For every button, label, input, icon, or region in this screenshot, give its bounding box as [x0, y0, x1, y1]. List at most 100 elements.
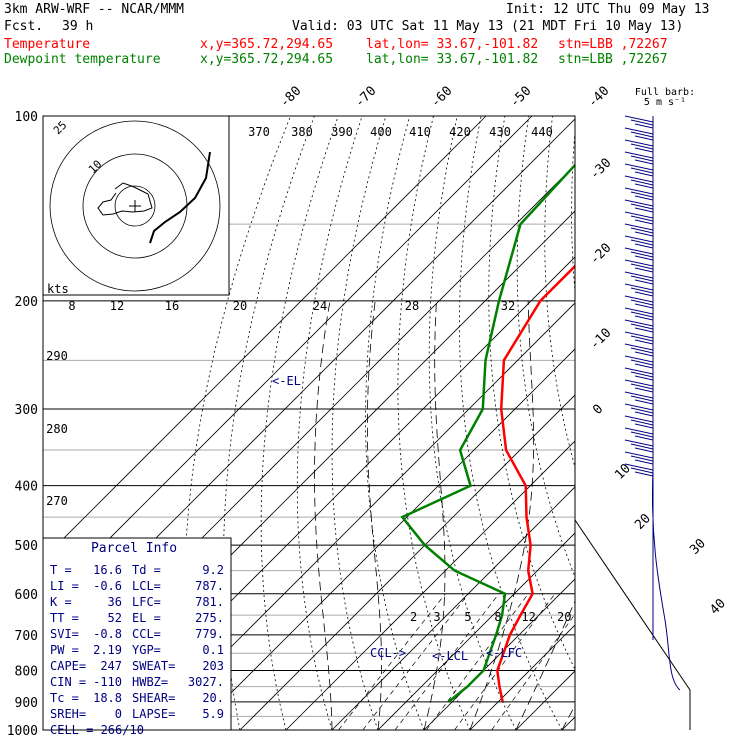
parcel-key: K = [50, 595, 72, 609]
parcel-value: 9.2 [202, 563, 224, 577]
wind-barb [624, 355, 654, 369]
parcel-cell: CELL = 266/10 [50, 723, 144, 737]
moist-adiabat [469, 300, 534, 730]
dry-adiabat [695, 116, 740, 730]
dewpoint-profile [400, 163, 575, 703]
parcel-key: CCL= [132, 627, 161, 641]
parcel-value: 247 [100, 659, 122, 673]
theta-label: 400 [370, 125, 392, 139]
parcel-key: T = [50, 563, 72, 577]
wind-barb [624, 271, 654, 285]
temperature-station: stn=LBB ,72267 [558, 37, 668, 52]
theta-left-label: 280 [46, 422, 68, 436]
parcel-key: CAPE= [50, 659, 86, 673]
isotherm-label: -20 [587, 241, 614, 268]
parcel-value: 203 [202, 659, 224, 673]
dry-adiabat [459, 116, 563, 730]
parcel-value: 2.19 [93, 643, 122, 657]
pressure-tick-label: 300 [15, 403, 38, 418]
wind-barb-lower [651, 469, 681, 691]
theta-label: 380 [291, 125, 313, 139]
wind-barb [624, 235, 654, 249]
pressure-tick-label: 600 [15, 588, 38, 603]
theta-left-label: 290 [46, 349, 68, 363]
pressure-tick-label: 400 [15, 480, 38, 495]
wind-barb [624, 199, 654, 213]
ccl-annotation: CCL-> [370, 646, 406, 660]
parcel-value: 0.1 [202, 643, 224, 657]
hodograph-trace-low [97, 182, 153, 216]
mixing-ratio-label: 5 [464, 610, 471, 624]
theta-label: 440 [531, 125, 553, 139]
speed-label: 8 [68, 299, 75, 313]
isotherm-label: -60 [428, 84, 455, 111]
valid-time: Valid: 03 UTC Sat 11 May 13 (21 MDT Fri … [292, 19, 684, 34]
parcel-key: TT = [50, 611, 79, 625]
parcel-key: CIN = [50, 675, 86, 689]
isotherm-line [193, 348, 575, 730]
mixing-ratio-label: 8 [494, 610, 501, 624]
parcel-value: 781. [195, 595, 224, 609]
hodograph-ring [114, 185, 156, 227]
isotherm-label: 0 [590, 402, 606, 418]
lfc-annotation: <-LFC [486, 646, 522, 660]
speed-label: 24 [313, 299, 327, 313]
mixing-ratio-line [491, 613, 575, 730]
dry-adiabat [397, 116, 471, 730]
isotherm-label: -40 [585, 84, 612, 111]
parcel-value: 787. [195, 579, 224, 593]
speed-label: 20 [233, 299, 247, 313]
parcel-value: 5.9 [202, 707, 224, 721]
wind-barb [624, 307, 654, 321]
theta-label: 420 [449, 125, 471, 139]
theta-left-label: 270 [46, 494, 68, 508]
wind-barb [624, 115, 654, 129]
parcel-value: -0.8 [93, 627, 122, 641]
isotherm-label: 30 [687, 536, 709, 558]
parcel-key: SVI= [50, 627, 79, 641]
forecast-label: Fcst. [4, 19, 44, 34]
isotherm-line [608, 116, 740, 730]
parcel-value: 20. [202, 691, 224, 705]
wind-barb [624, 391, 654, 405]
isotherm-label: -50 [507, 84, 534, 111]
speed-label: 16 [165, 299, 179, 313]
parcel-key: EL = [132, 611, 161, 625]
wind-barb [624, 415, 654, 429]
temperature-latlon: lat,lon= 33.67,-101.82 [366, 37, 539, 52]
pressure-tick-label: 500 [15, 539, 38, 554]
parcel-key: LAPSE= [132, 707, 175, 721]
parcel-value: 16.6 [93, 563, 122, 577]
parcel-key: Tc = [50, 691, 79, 705]
wind-barb [624, 295, 654, 309]
parcel-value: 36 [108, 595, 122, 609]
speed-label: 32 [501, 299, 515, 313]
wind-barb [624, 451, 654, 465]
wind-barb [624, 463, 654, 477]
parcel-key: SHEAR= [132, 691, 175, 705]
wind-barb [624, 139, 654, 153]
hodograph-unit-label: kts [47, 282, 69, 296]
dewpoint-xy: x,y=365.72,294.65 [200, 52, 334, 67]
wind-barb [624, 331, 654, 345]
parcel-key: SWEAT= [132, 659, 175, 673]
speed-label: 12 [110, 299, 124, 313]
parcel-key: LCL= [132, 579, 161, 593]
dry-adiabat [516, 116, 575, 578]
theta-label: 390 [331, 125, 353, 139]
mixing-ratio-label: 3 [433, 610, 440, 624]
isotherm-label: 20 [632, 511, 654, 533]
mixing-ratio-label: 2 [410, 610, 417, 624]
wind-barb [624, 127, 654, 141]
parcel-key: LI = [50, 579, 79, 593]
isotherm-line [239, 394, 575, 730]
dry-adiabat [544, 116, 575, 469]
mixing-ratio-line [394, 593, 500, 730]
wind-barb [624, 403, 654, 417]
model-title: 3km ARW-WRF -- NCAR/MMM [4, 2, 185, 17]
dry-adiabat [672, 116, 740, 730]
wind-barb [624, 247, 654, 261]
speed-label: 28 [405, 299, 419, 313]
dry-adiabat [223, 116, 315, 730]
parcel-key: PW = [50, 643, 79, 657]
